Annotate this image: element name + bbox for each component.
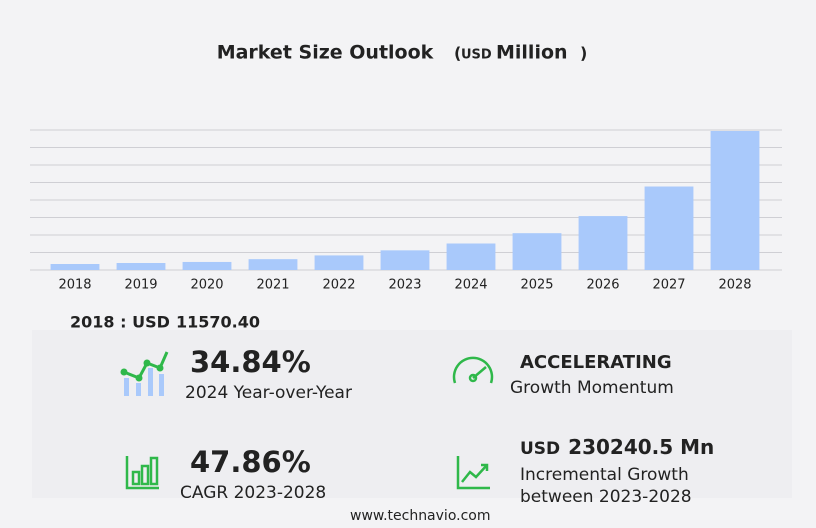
bar — [578, 216, 628, 270]
incremental-label: Incremental Growth — [520, 465, 689, 485]
bar — [116, 263, 166, 270]
title-unit: Million — [496, 42, 568, 64]
bar — [446, 243, 496, 270]
x-tick-label: 2018 — [58, 278, 91, 293]
title-paren: ( — [454, 44, 461, 63]
x-tick-label: 2022 — [322, 278, 355, 293]
bar — [248, 259, 298, 270]
yoy-value: 34.84% — [190, 345, 311, 379]
title-paren: ) — [580, 44, 587, 63]
chart-title: Market Size Outlook — [217, 42, 434, 64]
incremental-icon — [456, 456, 490, 490]
x-tick-label: 2026 — [586, 278, 619, 293]
bar — [644, 186, 694, 270]
bar — [512, 233, 562, 270]
cagr-label: CAGR 2023-2028 — [180, 483, 327, 503]
x-tick-label: 2024 — [454, 278, 487, 293]
bar — [182, 261, 232, 270]
growth-icon — [120, 351, 169, 396]
incremental-amount: 230240.5 Mn — [568, 435, 715, 459]
footer: www.technavio.com — [350, 508, 491, 524]
yoy-label: 2024 Year-over-Year — [185, 383, 352, 403]
momentum-label: Growth Momentum — [510, 378, 674, 398]
incremental-currency: USD — [520, 439, 561, 459]
x-tick-label: 2020 — [190, 278, 223, 293]
incremental-period: between 2023-2028 — [520, 487, 692, 507]
incremental-value: USD 230240.5 Mn — [520, 435, 714, 459]
x-tick-label: 2023 — [388, 278, 421, 293]
x-tick-label: 2019 — [124, 278, 157, 293]
bar — [50, 264, 100, 270]
x-tick-label: 2028 — [718, 278, 751, 293]
momentum-value: ACCELERATING — [520, 352, 672, 373]
cagr-value: 47.86% — [190, 445, 311, 479]
gauge-icon — [452, 356, 494, 384]
base-label: 2018 : USD — [70, 313, 170, 332]
base-value: 11570.40 — [176, 313, 260, 332]
x-tick-label: 2021 — [256, 278, 289, 293]
bar — [380, 250, 430, 270]
x-tick-label: 2025 — [520, 278, 553, 293]
stats-panel — [32, 330, 792, 498]
x-tick-label: 2027 — [652, 278, 685, 293]
bar — [314, 255, 364, 270]
title-currency: USD — [461, 48, 492, 63]
bar — [710, 130, 760, 270]
cagr-icon — [125, 456, 159, 490]
